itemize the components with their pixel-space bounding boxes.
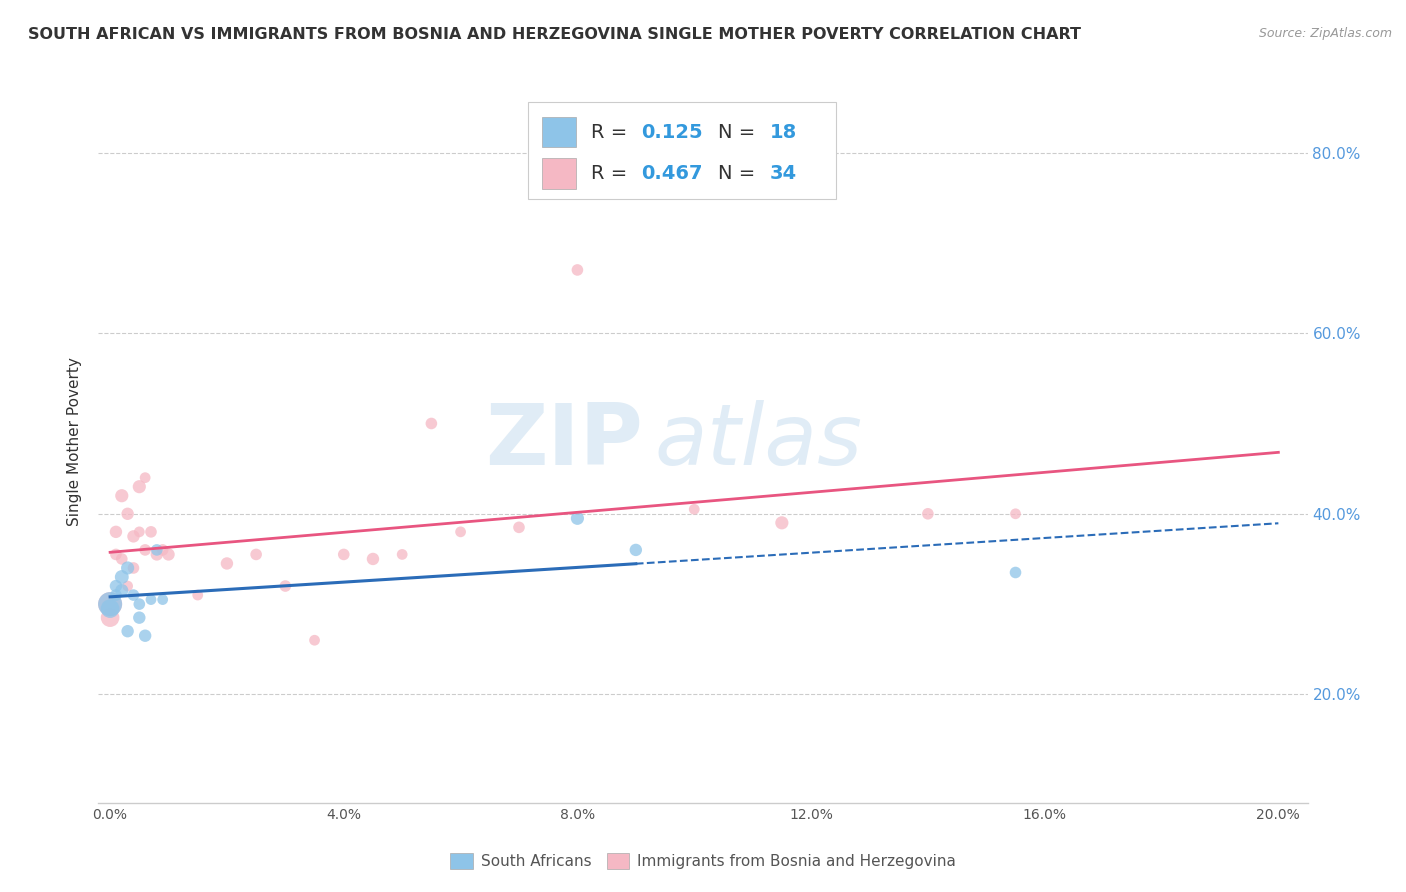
Point [122, 561, 145, 575]
Point [134, 629, 156, 643]
Point [134, 542, 156, 557]
Point [152, 592, 174, 607]
Point [770, 516, 793, 530]
Point [117, 624, 139, 639]
Point [624, 542, 647, 557]
Point [1004, 507, 1026, 521]
Point [128, 610, 150, 624]
Text: atlas: atlas [655, 400, 863, 483]
Point [104, 524, 127, 539]
Point [104, 588, 127, 602]
Point [104, 548, 127, 562]
Point [1004, 566, 1026, 580]
Point [111, 489, 134, 503]
Point [450, 524, 472, 539]
Point [98, 597, 121, 611]
Text: 0.467: 0.467 [641, 164, 703, 183]
Point [361, 552, 384, 566]
Point [215, 557, 238, 571]
FancyBboxPatch shape [543, 158, 576, 189]
Text: R =: R = [591, 123, 633, 142]
Point [139, 524, 162, 539]
Text: N =: N = [717, 123, 761, 142]
Point [139, 592, 162, 607]
Text: Source: ZipAtlas.com: Source: ZipAtlas.com [1258, 27, 1392, 40]
Y-axis label: Single Mother Poverty: Single Mother Poverty [67, 357, 83, 526]
Point [98, 601, 121, 615]
Point [146, 548, 169, 562]
Text: 0.125: 0.125 [641, 123, 703, 142]
Point [391, 548, 413, 562]
Text: R =: R = [591, 164, 633, 183]
Point [128, 597, 150, 611]
Point [122, 588, 145, 602]
Point [128, 524, 150, 539]
Text: ZIP: ZIP [485, 400, 643, 483]
Legend: South Africans, Immigrants from Bosnia and Herzegovina: South Africans, Immigrants from Bosnia a… [444, 847, 962, 875]
Point [98, 597, 121, 611]
Point [104, 579, 127, 593]
Point [111, 570, 134, 584]
Text: N =: N = [717, 164, 761, 183]
Point [274, 579, 297, 593]
Point [152, 542, 174, 557]
Point [117, 579, 139, 593]
Text: SOUTH AFRICAN VS IMMIGRANTS FROM BOSNIA AND HERZEGOVINA SINGLE MOTHER POVERTY CO: SOUTH AFRICAN VS IMMIGRANTS FROM BOSNIA … [28, 27, 1081, 42]
FancyBboxPatch shape [543, 117, 576, 147]
Point [134, 471, 156, 485]
Point [128, 480, 150, 494]
FancyBboxPatch shape [527, 102, 837, 200]
Point [187, 588, 209, 602]
Point [245, 548, 267, 562]
Point [117, 507, 139, 521]
Point [567, 263, 589, 277]
Text: 18: 18 [769, 123, 797, 142]
Point [157, 548, 180, 562]
Point [304, 633, 326, 648]
Point [117, 561, 139, 575]
Point [567, 511, 589, 525]
Point [111, 583, 134, 598]
Point [122, 529, 145, 543]
Point [420, 417, 443, 431]
Point [332, 548, 354, 562]
Point [146, 542, 169, 557]
Point [98, 610, 121, 624]
Point [917, 507, 939, 521]
Text: 34: 34 [769, 164, 797, 183]
Point [508, 520, 530, 534]
Point [111, 552, 134, 566]
Point [683, 502, 706, 516]
